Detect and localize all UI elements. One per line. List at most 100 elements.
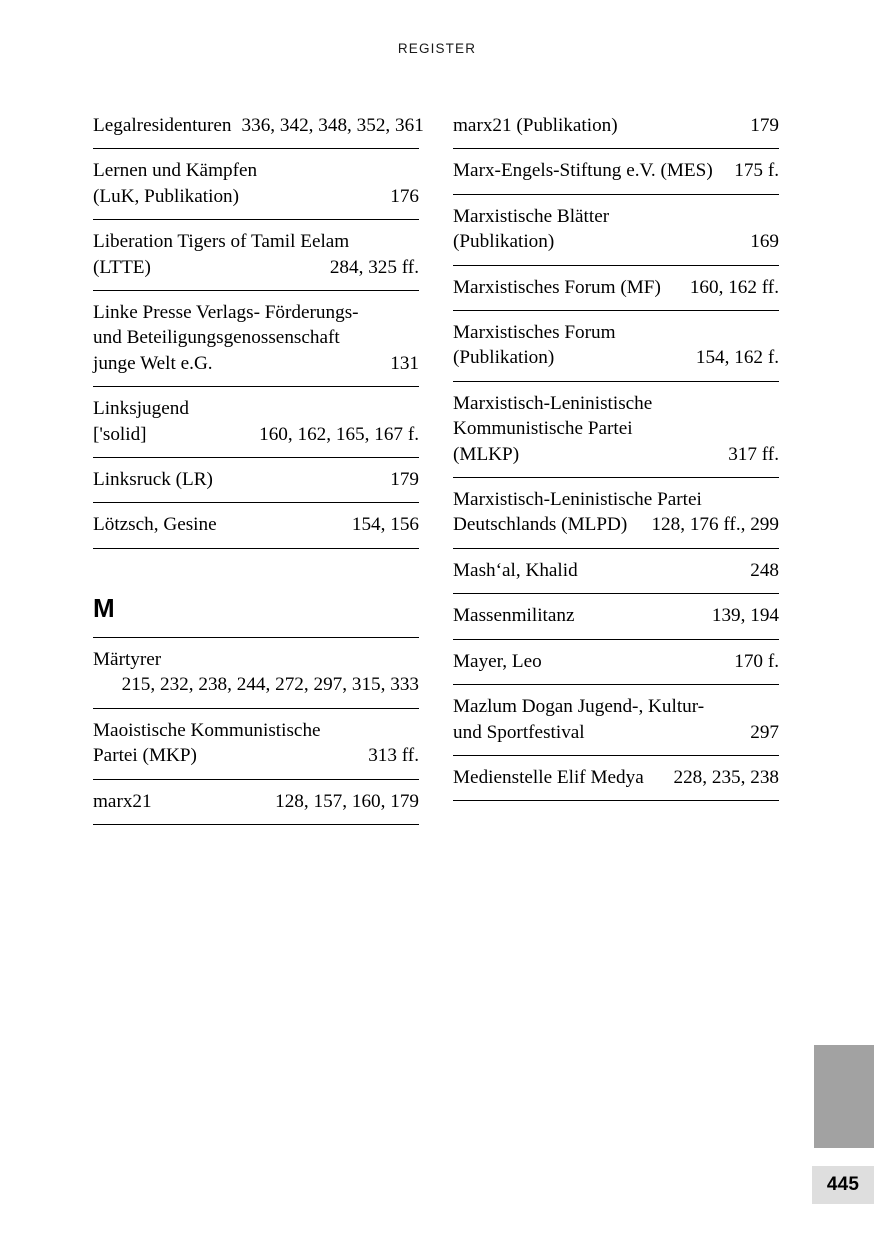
index-entry-label: marx21 (Publikation) xyxy=(453,115,618,136)
index-entry-pages: 215, 232, 238, 244, 272, 297, 315, 333 xyxy=(121,674,419,696)
index-entry-body: Marx-Engels-Stiftung e.V. (MES) 175 f. xyxy=(453,149,779,193)
index-entry[interactable]: Mayer, Leo 170 f. xyxy=(453,640,779,684)
index-entry[interactable]: Marxistisch-Leninistische Partei Deutschl… xyxy=(453,478,779,548)
entry-divider xyxy=(93,502,419,504)
index-entry-line: marx21 (Publikation) 179 xyxy=(453,113,779,138)
index-entry[interactable]: Maoistische Kommunistische Partei (MKP) 31… xyxy=(93,709,419,779)
index-entry-label: junge Welt e.G. xyxy=(93,352,213,374)
entry-divider xyxy=(453,310,779,312)
index-entry-pages: 336, 342, 348, 352, 361 xyxy=(241,115,424,136)
index-entry[interactable]: Marx-Engels-Stiftung e.V. (MES) 175 f. xyxy=(453,149,779,193)
entry-divider xyxy=(453,593,779,595)
index-entry-label: Marx-Engels-Stiftung e.V. (MES) xyxy=(453,160,713,182)
index-entry-pages: 131 xyxy=(390,352,419,374)
index-entry[interactable]: Legalresidenturen 336, 342, 348, 352, 361 xyxy=(93,104,424,148)
index-entry-line: Marxistisch-Leninistische Partei xyxy=(453,487,779,512)
index-entry-line: Linksjugend xyxy=(93,396,419,421)
index-entry[interactable]: Marxistisch-Leninistische Kommunistische … xyxy=(453,382,779,477)
index-entry-label: Linksjugend xyxy=(93,398,189,420)
right-column: marx21 (Publikation) 179 Marx-Engels-Stift… xyxy=(453,104,779,825)
index-entry[interactable]: Lernen und Kämpfen (LuK, Publikation) 176 xyxy=(93,149,419,219)
index-entry-line: Mazlum Dogan Jugend-, Kultur- xyxy=(453,694,779,719)
index-entry-label: Marxistische Blätter xyxy=(453,205,610,227)
entry-divider xyxy=(93,457,419,459)
index-entry[interactable]: Lötzsch, Gesine 154, 156 xyxy=(93,503,419,547)
index-entry-line: Kommunistische Partei xyxy=(453,416,779,441)
index-entry-body: Mayer, Leo 170 f. xyxy=(453,640,779,684)
entry-divider xyxy=(453,547,779,549)
index-entry[interactable]: Medienstelle Elif Medya 228, 235, 238 xyxy=(453,756,779,800)
index-entry[interactable]: Massenmilitanz 139, 194 xyxy=(453,594,779,638)
index-entry-label: und Beteiligungsgenossenschaft xyxy=(93,327,340,349)
index-entry-body: marx21 128, 157, 160, 179 xyxy=(93,780,419,824)
index-entry-body: marx21 (Publikation) 179 xyxy=(453,104,779,148)
entry-divider xyxy=(93,547,419,549)
index-entry-line: Marxistisch-Leninistische xyxy=(453,391,779,416)
index-entry-pages: 128, 157, 160, 179 xyxy=(275,790,419,812)
index-entry-pages: 139, 194 xyxy=(711,605,779,627)
index-entry-pages: 170 f. xyxy=(734,650,779,672)
left-column: Legalresidenturen 336, 342, 348, 352, 361… xyxy=(93,104,424,825)
index-entry-line: Linksruck (LR) 179 xyxy=(93,467,419,492)
index-entry-body: Lötzsch, Gesine 154, 156 xyxy=(93,503,419,547)
index-entry-pages: 179 xyxy=(750,115,779,136)
index-entry-pages: 179 xyxy=(390,469,419,491)
index-entry-line: Marx-Engels-Stiftung e.V. (MES) 175 f. xyxy=(453,158,779,183)
index-entry-pages: 228, 235, 238 xyxy=(673,766,779,788)
index-entry-label: Marxistisches Forum xyxy=(453,322,616,344)
index-entry[interactable]: Linke Presse Verlags- Förderungs-und Bet… xyxy=(93,291,419,386)
index-entry-pages: 154, 156 xyxy=(351,514,419,536)
entry-divider xyxy=(93,219,419,221)
index-entry-pages: 128, 176 ff., 299 xyxy=(651,514,779,536)
index-entry-label: (LTTE) xyxy=(93,256,151,278)
folio-box: 445 xyxy=(812,1166,874,1204)
index-entry-body: Marxistisches Forum (Publikation) 154, 162… xyxy=(453,311,779,381)
index-entry-line: und Sportfestival 297 xyxy=(453,720,779,745)
index-entry[interactable]: marx21 128, 157, 160, 179 xyxy=(93,780,419,824)
running-head: REGISTER xyxy=(397,41,477,56)
entry-divider xyxy=(93,386,419,388)
index-entry-line: Massenmilitanz 139, 194 xyxy=(453,603,779,628)
index-entry[interactable]: Mash‘al, Khalid 248 xyxy=(453,549,779,593)
index-entry-line: Lötzsch, Gesine 154, 156 xyxy=(93,512,419,537)
index-entry-body: Mash‘al, Khalid 248 xyxy=(453,549,779,593)
index-entry-label: (MLKP) xyxy=(453,443,520,465)
index-entry-label: (Publikation) xyxy=(453,347,555,369)
index-entry-body: Märtyrer 215, 232, 238, 244, 272, 297, 31… xyxy=(93,638,419,708)
index-entry-line: Marxistisches Forum xyxy=(453,320,779,345)
index-entry-label: Marxistisch-Leninistische Partei xyxy=(453,489,702,511)
index-entry-line: 215, 232, 238, 244, 272, 297, 315, 333 xyxy=(93,672,419,697)
entry-divider xyxy=(453,477,779,479)
index-entry-body: Marxistische Blätter (Publikation) 169 xyxy=(453,195,779,265)
index-entry-label: Maoistische Kommunistische xyxy=(93,719,321,741)
index-entry[interactable]: Liberation Tigers of Tamil Eelam (LTTE) 28… xyxy=(93,220,419,290)
index-entry[interactable]: Marxistisches Forum (MF) 160, 162 ff. xyxy=(453,266,779,310)
index-entry-body: Legalresidenturen 336, 342, 348, 352, 361 xyxy=(93,104,424,148)
index-entry-label: Legalresidenturen xyxy=(93,115,232,136)
index-entry-label: Liberation Tigers of Tamil Eelam xyxy=(93,231,350,253)
entry-divider xyxy=(93,148,419,150)
index-entry[interactable]: Märtyrer 215, 232, 238, 244, 272, 297, 31… xyxy=(93,638,419,708)
index-entry-pages: 160, 162 ff. xyxy=(689,276,779,298)
index-entry-label: Medienstelle Elif Medya xyxy=(453,766,644,788)
index-entry[interactable]: Marxistisches Forum (Publikation) 154, 162… xyxy=(453,311,779,381)
entry-divider xyxy=(93,290,419,292)
index-columns: Legalresidenturen 336, 342, 348, 352, 361… xyxy=(93,104,779,825)
index-entry-line: Mash‘al, Khalid 248 xyxy=(453,558,779,583)
index-entry-line: (MLKP) 317 ff. xyxy=(453,442,779,467)
index-entry-body: Marxistisch-Leninistische Partei Deutschl… xyxy=(453,478,779,548)
index-entry-pages: 154, 162 f. xyxy=(695,347,779,369)
entry-divider xyxy=(453,148,779,150)
index-entry[interactable]: Mazlum Dogan Jugend-, Kultur-und Sportfe… xyxy=(453,685,779,755)
index-entry[interactable]: Linksruck (LR) 179 xyxy=(93,458,419,502)
index-entry-body: Liberation Tigers of Tamil Eelam (LTTE) 28… xyxy=(93,220,419,290)
index-entry-label: und Sportfestival xyxy=(453,721,585,743)
index-entry[interactable]: Linksjugend ['solid] 160, 162, 165, 167 f. xyxy=(93,387,419,457)
index-entry-line: (Publikation) 154, 162 f. xyxy=(453,345,779,370)
index-entry-pages: 317 ff. xyxy=(728,443,779,465)
index-entry-line: Marxistisches Forum (MF) 160, 162 ff. xyxy=(453,275,779,300)
index-entry[interactable]: marx21 (Publikation) 179 xyxy=(453,104,779,148)
entry-divider xyxy=(453,193,779,195)
index-entry[interactable]: Marxistische Blätter (Publikation) 169 xyxy=(453,195,779,265)
